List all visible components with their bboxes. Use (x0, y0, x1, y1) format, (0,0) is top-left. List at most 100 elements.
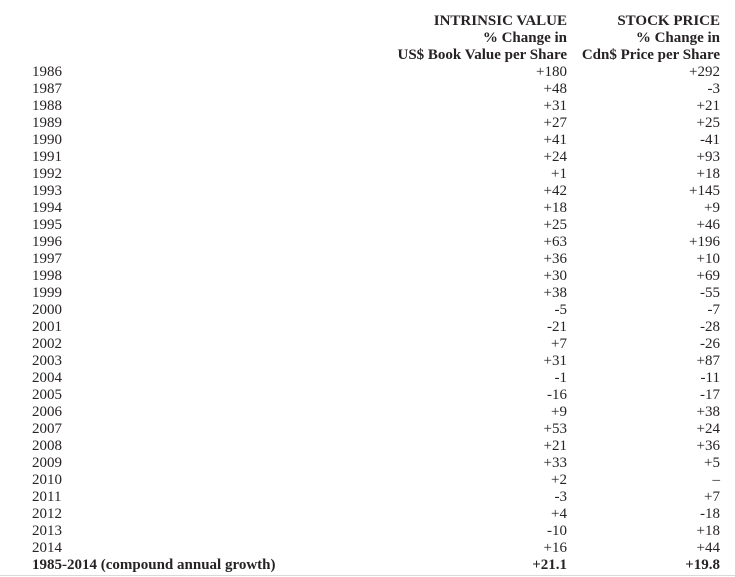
intrinsic-value-cell: +16 (543, 540, 567, 556)
intrinsic-value-cell: -5 (554, 302, 568, 318)
intrinsic-value-cell: -16 (547, 387, 567, 403)
stock-price-cell: -17 (700, 387, 720, 403)
stock-price-cell: +145 (689, 183, 720, 199)
stock-price-cell: +196 (689, 234, 720, 250)
stock-price-cell: -26 (700, 336, 720, 352)
stock-price-cell: +93 (696, 149, 720, 165)
table-row: 2012 +4 -18 (0, 506, 735, 523)
summary-intrinsic-value-cell: +21.1 (532, 557, 567, 573)
stock-price-cell: -11 (700, 370, 720, 386)
table-body: 1986 +180 +292 1987 +48 -3 1988 +31 +21 … (0, 64, 735, 557)
bottom-rule (0, 575, 735, 576)
intrinsic-value-cell: +9 (551, 404, 567, 420)
table-row: 1986 +180 +292 (0, 64, 735, 81)
intrinsic-value-cell: +30 (543, 268, 567, 284)
stock-price-cell: +292 (689, 64, 720, 80)
stock-price-cell: +10 (696, 251, 720, 267)
year-cell: 1991 (32, 149, 62, 165)
year-cell: 1997 (32, 251, 62, 267)
table-row: 1992 +1 +18 (0, 166, 735, 183)
intrinsic-value-cell: +38 (543, 285, 567, 301)
intrinsic-value-cell: +31 (543, 353, 567, 369)
year-cell: 1988 (32, 98, 62, 114)
year-cell: 2008 (32, 438, 62, 454)
stock-price-cell: -55 (700, 285, 720, 301)
year-cell: 2014 (32, 540, 62, 556)
intrinsic-value-cell: +27 (543, 115, 567, 131)
stock-price-cell: -41 (700, 132, 720, 148)
stock-price-cell: -28 (700, 319, 720, 335)
intrinsic-value-cell: -21 (547, 319, 567, 335)
intrinsic-value-cell: +48 (543, 81, 567, 97)
table-row: 2002 +7 -26 (0, 336, 735, 353)
intrinsic-value-cell: +31 (543, 98, 567, 114)
table-row: 1988 +31 +21 (0, 98, 735, 115)
intrinsic-value-header: INTRINSIC VALUE % Change in US$ Book Val… (360, 13, 568, 64)
year-cell: 1994 (32, 200, 62, 216)
year-cell: 1990 (32, 132, 62, 148)
stock-header-line-3: Cdn$ Price per Share (581, 47, 720, 63)
table-row: 2000 -5 -7 (0, 302, 735, 319)
stock-price-cell: +5 (704, 455, 720, 471)
year-cell: 2010 (32, 472, 62, 488)
stock-price-cell: -7 (707, 302, 721, 318)
table-row: 2004 -1 -11 (0, 370, 735, 387)
intrinsic-value-cell: -3 (554, 489, 568, 505)
year-cell: 2004 (32, 370, 62, 386)
intrinsic-value-cell: -10 (547, 523, 567, 539)
table-row: 1995 +25 +46 (0, 217, 735, 234)
year-cell: 2007 (32, 421, 62, 437)
intrinsic-header-line-1: INTRINSIC VALUE (433, 13, 567, 29)
table-row: 2003 +31 +87 (0, 353, 735, 370)
year-cell: 2001 (32, 319, 62, 335)
stock-price-header: STOCK PRICE % Change in Cdn$ Price per S… (567, 13, 720, 64)
stock-price-cell: +25 (696, 115, 720, 131)
table-row: 1987 +48 -3 (0, 81, 735, 98)
intrinsic-value-cell: +33 (543, 455, 567, 471)
table-row: 1989 +27 +25 (0, 115, 735, 132)
year-cell: 1996 (32, 234, 62, 250)
stock-header-line-2: % Change in (635, 30, 720, 46)
table-row: 1994 +18 +9 (0, 200, 735, 217)
table-row: 2010 +2 – (0, 472, 735, 489)
year-cell: 1993 (32, 183, 62, 199)
year-cell: 2002 (32, 336, 62, 352)
intrinsic-value-cell: +53 (543, 421, 567, 437)
table-row: 2008 +21 +36 (0, 438, 735, 455)
year-cell: 2005 (32, 387, 62, 403)
intrinsic-value-cell: +18 (543, 200, 567, 216)
stock-price-cell: -18 (700, 506, 720, 522)
intrinsic-value-cell: +21 (543, 438, 567, 454)
intrinsic-value-cell: +4 (551, 506, 567, 522)
year-cell: 1999 (32, 285, 62, 301)
stock-price-cell: +9 (704, 200, 720, 216)
header-spacer (0, 13, 360, 64)
table-row: 1993 +42 +145 (0, 183, 735, 200)
table-row: 2009 +33 +5 (0, 455, 735, 472)
stock-price-cell: +87 (696, 353, 720, 369)
intrinsic-value-cell: +24 (543, 149, 567, 165)
table-row: 1991 +24 +93 (0, 149, 735, 166)
intrinsic-value-cell: +2 (551, 472, 567, 488)
table-row: 1998 +30 +69 (0, 268, 735, 285)
year-cell: 1998 (32, 268, 62, 284)
year-cell: 1989 (32, 115, 62, 131)
stock-price-cell: +24 (696, 421, 720, 437)
intrinsic-value-cell: +180 (536, 64, 567, 80)
summary-row: 1985-2014 (compound annual growth) +21.1… (0, 557, 735, 574)
intrinsic-value-cell: +63 (543, 234, 567, 250)
table-row: 1999 +38 -55 (0, 285, 735, 302)
table-row: 2006 +9 +38 (0, 404, 735, 421)
table-row: 2013 -10 +18 (0, 523, 735, 540)
stock-price-cell: +44 (696, 540, 720, 556)
stock-price-cell: +46 (696, 217, 720, 233)
table-row: 2007 +53 +24 (0, 421, 735, 438)
year-cell: 1995 (32, 217, 62, 233)
stock-price-cell: – (712, 472, 721, 488)
year-cell: 2012 (32, 506, 62, 522)
year-cell: 2000 (32, 302, 62, 318)
year-cell: 2003 (32, 353, 62, 369)
intrinsic-value-cell: +7 (551, 336, 567, 352)
stock-price-cell: -3 (707, 81, 721, 97)
